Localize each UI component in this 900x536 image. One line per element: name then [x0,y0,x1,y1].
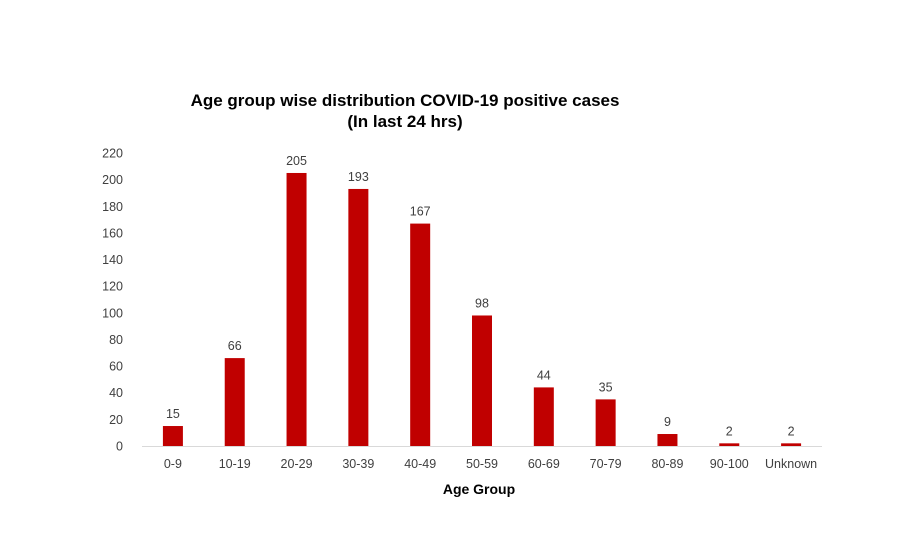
y-tick-label: 0 [116,440,123,454]
x-tick-label: 20-29 [281,457,313,471]
y-tick-label: 180 [102,200,123,214]
data-label: 205 [286,154,307,168]
data-label: 98 [475,296,489,310]
x-tick-label: Unknown [765,457,817,471]
x-tick-label: 60-69 [528,457,560,471]
y-tick-label: 100 [102,306,123,320]
chart-title-line-2: (In last 24 hrs) [347,112,462,131]
x-axis-title: Age Group [443,481,515,497]
data-label: 2 [788,424,795,438]
bar-10-19 [224,358,245,446]
bar-70-79 [595,399,616,446]
chart-title-line-1: Age group wise distribution COVID-19 pos… [191,91,620,110]
y-tick-label: 220 [102,147,123,161]
y-tick-label: 80 [109,333,123,347]
bar-40-49 [410,223,431,446]
y-tick-label: 120 [102,280,123,294]
data-label: 9 [664,415,671,429]
x-axis-ticks: 0-9 10-19 20-29 30-39 40-49 50-59 60-69 70-79 80… [164,457,817,471]
x-tick-label: 80-89 [651,457,683,471]
bar-90-100 [719,443,740,446]
x-tick-label: 90-100 [710,457,749,471]
x-tick-label: 50-59 [466,457,498,471]
y-tick-label: 160 [102,226,123,240]
bar-0-9 [162,426,183,446]
y-tick-label: 140 [102,253,123,267]
bar-60-69 [533,387,554,446]
y-tick-label: 20 [109,413,123,427]
data-label: 15 [166,407,180,421]
bar-30-39 [348,188,369,446]
x-tick-label: 0-9 [164,457,182,471]
data-label: 44 [537,368,551,382]
data-label: 193 [348,170,369,184]
y-tick-label: 200 [102,173,123,187]
y-axis-ticks: 0 20 40 60 80 100 120 140 160 180 200 220 [102,147,123,454]
data-label: 35 [599,380,613,394]
data-label: 66 [228,339,242,353]
bar-80-89 [657,434,678,446]
x-tick-label: 70-79 [590,457,622,471]
bar-unknown [781,443,802,446]
y-tick-label: 60 [109,360,123,374]
data-label: 167 [410,205,431,219]
x-tick-label: 30-39 [342,457,374,471]
data-label: 2 [726,424,733,438]
x-tick-label: 40-49 [404,457,436,471]
y-tick-label: 40 [109,386,123,400]
data-labels: 15 66 205 193 167 98 44 35 9 2 2 [166,154,795,438]
x-tick-label: 10-19 [219,457,251,471]
bar-series [162,172,802,446]
bar-20-29 [286,172,307,446]
bar-50-59 [472,315,492,446]
